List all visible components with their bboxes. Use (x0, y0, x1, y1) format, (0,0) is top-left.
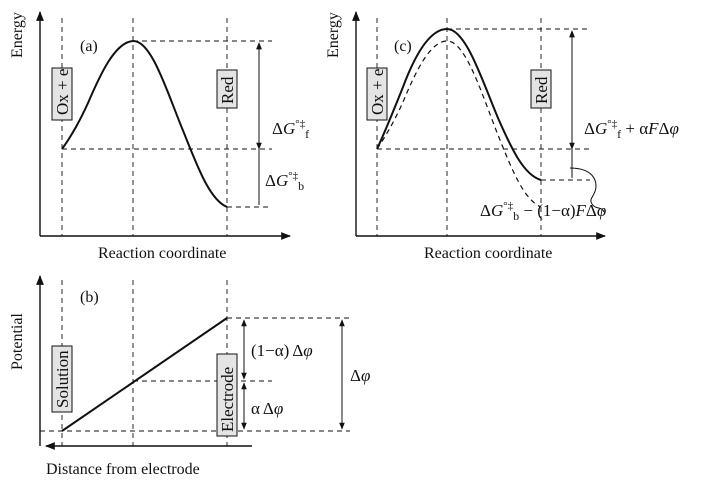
panel-a (36, 11, 291, 240)
panel-c-energy-curve-original (376, 40, 542, 208)
panel-a-box-red: Red (216, 69, 238, 109)
panel-c-x-label: Reaction coordinate (424, 245, 552, 262)
panel-b-box-solution: Solution (51, 345, 73, 413)
panel-b-label-upper: (1−α) Δφ (251, 341, 313, 360)
panel-b-y-label: Potential (9, 313, 26, 370)
panel-b-box-solution-text: Solution (53, 350, 72, 408)
panel-a-label-f: ΔG°‡f (272, 118, 309, 141)
panel-c-tag: (c) (394, 38, 412, 55)
panel-b-tag: (b) (80, 289, 99, 306)
panel-a-tag: (a) (80, 38, 98, 55)
panel-a-box-ox-text: Ox + e (53, 69, 72, 115)
panel-b-x-label: Distance from electrode (46, 461, 200, 478)
panel-c-box-ox-text: Ox + e (368, 69, 387, 115)
panel-a-box-ox: Ox + e (51, 67, 73, 121)
panel-c-y-label: Energy (325, 12, 342, 58)
panel-a-x-label: Reaction coordinate (98, 245, 226, 262)
panel-c (352, 11, 606, 240)
panel-c-leader-line (569, 167, 605, 213)
panel-c-label-b: ΔG°‡b − (1−α)FΔφ (480, 200, 606, 223)
panel-c-box-red: Red (530, 69, 552, 109)
panel-a-box-red-text: Red (218, 76, 237, 104)
panel-b-box-electrode: Electrode (216, 353, 238, 437)
panel-b-box-electrode-text: Electrode (218, 367, 237, 432)
panel-c-box-red-text: Red (532, 76, 551, 104)
panel-a-y-label: Energy (9, 12, 26, 58)
panel-b-potential-line (61, 317, 228, 432)
panel-b-label-total: Δφ (350, 366, 370, 385)
panel-c-box-ox: Ox + e (366, 67, 388, 121)
panel-b (36, 275, 350, 450)
panel-a-label-b: ΔG°‡b (265, 170, 304, 193)
panel-c-energy-curve-shifted (376, 27, 542, 181)
panel-a-energy-curve (61, 39, 228, 208)
panel-b-label-lower: α Δφ (251, 399, 283, 418)
panel-c-label-f: ΔG°‡f + αFΔφ (584, 118, 679, 141)
